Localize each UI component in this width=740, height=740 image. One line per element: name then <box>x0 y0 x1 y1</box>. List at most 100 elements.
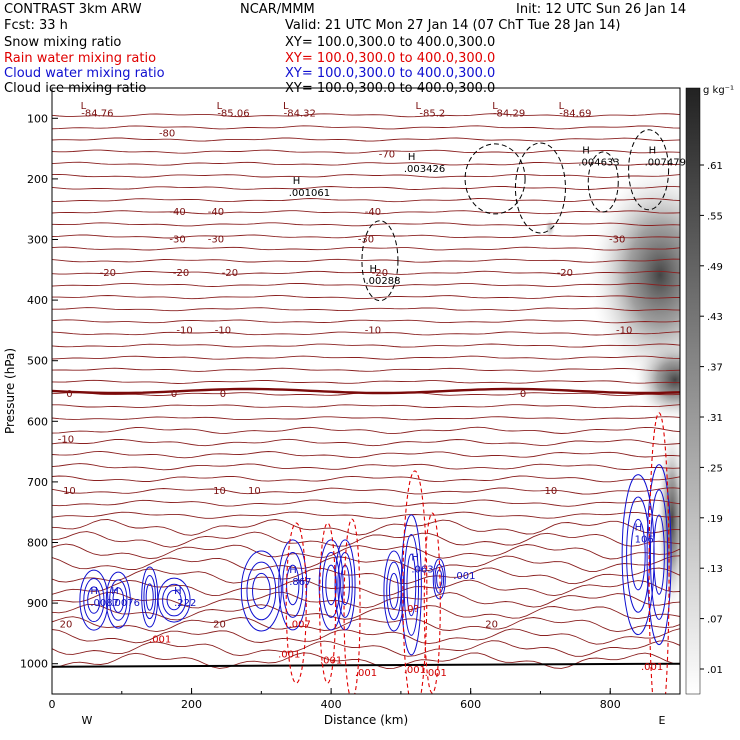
product-title: CONTRAST 3km ARW <box>4 2 142 17</box>
rain-value-label: .001 <box>641 662 663 673</box>
colorbar-tick-label: .19 <box>707 514 723 525</box>
ice-max-value: .00288 <box>365 276 400 287</box>
x-tick-label: 600 <box>460 698 481 711</box>
field-label-cloud-water: Cloud water mixing ratio <box>4 66 165 81</box>
cloud-water-max-marker: H <box>174 586 182 597</box>
isotherm <box>52 531 680 548</box>
colorbar-tick-label: .49 <box>707 262 723 273</box>
colorbar-unit: g kg⁻¹ <box>703 85 734 96</box>
cloud-water-contour <box>630 518 646 591</box>
low-value: -85.06 <box>217 108 249 119</box>
ice-max-marker: H <box>649 146 657 157</box>
y-tick-label: 1000 <box>20 658 48 671</box>
isotherm-label: -30 <box>169 235 185 246</box>
isotherm <box>52 511 680 519</box>
snow-shading-small <box>545 218 555 238</box>
colorbar-tick-label: .55 <box>707 211 723 222</box>
rain-value-label: .007 <box>289 619 311 630</box>
isotherm <box>52 475 680 483</box>
isotherm-label: -30 <box>208 235 224 246</box>
x-tick-label: 800 <box>600 698 621 711</box>
cloud-water-contour <box>143 574 156 620</box>
cloud-water-max-value: .0076 <box>111 598 140 609</box>
isotherm <box>52 579 680 597</box>
isotherm-label: -20 <box>222 268 238 279</box>
cloud-water-contour <box>318 539 344 631</box>
cloud-water-contour <box>646 464 672 646</box>
cloud-water-contour <box>246 561 277 621</box>
isotherm <box>52 379 680 384</box>
colorbar-tick-label: .25 <box>707 463 723 474</box>
axes: 0 200 400 600 800100200300400500600700800900… <box>3 112 681 727</box>
cloud-water-contour <box>112 587 125 613</box>
isotherm <box>52 234 680 239</box>
cloud-water-contour <box>325 564 337 606</box>
y-tick-label: 400 <box>27 294 48 307</box>
x-tick-label: 0 <box>49 698 56 711</box>
ice-contour <box>628 129 670 211</box>
cloud-water-contour <box>157 577 191 623</box>
plot-field-layer <box>52 113 680 694</box>
cloud-water-max-value: .063 <box>411 565 433 576</box>
isotherm-label: -20 <box>557 268 573 279</box>
isotherm <box>52 125 680 130</box>
isotherm-label: 20 <box>213 619 226 630</box>
cloud-water-contour <box>653 514 665 595</box>
ice-contour <box>587 151 619 213</box>
rain-value-label: .001 <box>149 634 171 645</box>
cloud-water-max-value: .0087 <box>90 598 119 609</box>
isotherm <box>52 137 680 142</box>
isotherm-label: -10 <box>616 325 632 336</box>
isotherm <box>52 210 680 215</box>
ice-max-marker: H <box>582 146 590 157</box>
cloud-water-max-value: 106 <box>635 534 654 545</box>
isotherm <box>52 519 680 536</box>
low-marker: L <box>492 101 498 112</box>
y-tick-label: 300 <box>27 234 48 247</box>
rain-contour <box>285 522 307 684</box>
init-time: Init: 12 UTC Sun 26 Jan 14 <box>516 2 687 17</box>
y-tick-label: 600 <box>27 415 48 428</box>
cloud-water-contour <box>400 514 422 656</box>
rain-contour <box>343 518 361 694</box>
y-tick-label: 500 <box>27 355 48 368</box>
isotherm-lines <box>52 113 680 669</box>
isotherm <box>52 113 680 118</box>
cloud-water-max-value: .867 <box>289 577 311 588</box>
low-value: -84.76 <box>81 108 113 119</box>
isotherm <box>52 343 680 348</box>
cloud-water-max-value: .001 <box>453 571 475 582</box>
ice-contour <box>361 220 399 302</box>
cloud-water-contour <box>87 586 101 614</box>
cloud-water-max-marker: H <box>111 586 119 597</box>
contour-labels: -80 -70 -40 -40 -40 -30 -30 -30 -30 -20 -20 -20 -20 -… <box>58 101 686 679</box>
isotherm <box>52 567 680 585</box>
isotherm-label: -20 <box>372 268 388 279</box>
isotherm <box>52 185 680 191</box>
low-marker: L <box>559 101 565 112</box>
ice-max-marker: H <box>408 152 416 163</box>
cloud-water-contour <box>337 552 353 618</box>
zero-isotherm <box>52 387 680 395</box>
isotherm <box>52 307 680 312</box>
cloud-water-contour <box>334 539 356 631</box>
isotherm-label: 0 <box>171 389 177 400</box>
ice-contour <box>514 142 566 234</box>
y-tick-label: 700 <box>27 476 48 489</box>
isotherm <box>52 246 680 251</box>
colorbar-tick-label: .13 <box>707 564 723 575</box>
cloud-water-contour <box>286 564 300 606</box>
isotherm <box>52 198 680 203</box>
cloud-water-contour <box>278 539 308 631</box>
forecast-hour: Fcst: 33 h <box>4 18 68 33</box>
y-tick-label: 200 <box>27 173 48 186</box>
x-tick-label: 400 <box>321 698 342 711</box>
rain-value-label: .0? <box>404 604 419 615</box>
cloud-water-contour <box>403 534 420 636</box>
isotherm-label: 10 <box>213 486 226 497</box>
colorbar-tick-label: .07 <box>707 615 723 626</box>
cloud-water-contour <box>436 569 443 589</box>
isotherm <box>52 270 680 275</box>
cloud-water-contour <box>282 552 304 618</box>
isotherm-label: -30 <box>358 235 374 246</box>
